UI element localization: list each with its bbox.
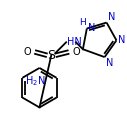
Text: S: S bbox=[47, 49, 55, 62]
Text: O: O bbox=[72, 47, 80, 57]
Text: O: O bbox=[24, 47, 32, 57]
Text: N: N bbox=[106, 58, 113, 68]
Text: N: N bbox=[118, 35, 126, 45]
Text: H: H bbox=[79, 18, 86, 27]
Text: H$_2$N: H$_2$N bbox=[25, 74, 46, 88]
Text: N: N bbox=[88, 23, 95, 34]
Text: N: N bbox=[108, 12, 115, 22]
Text: HN: HN bbox=[67, 37, 82, 47]
